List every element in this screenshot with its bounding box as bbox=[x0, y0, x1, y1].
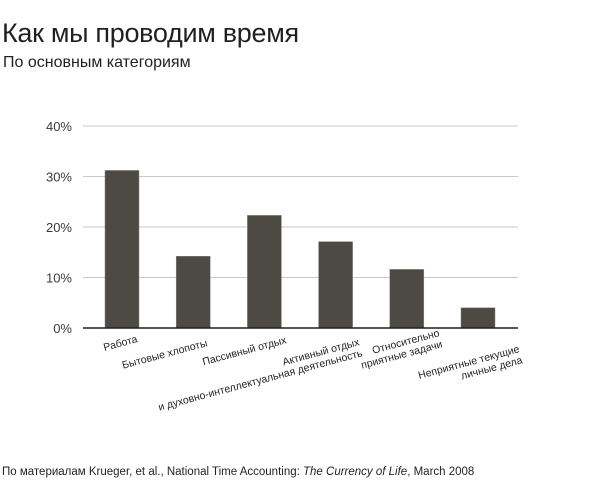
bar bbox=[104, 170, 140, 329]
bar bbox=[318, 241, 353, 329]
source-note: По материалам Krueger, et al., National … bbox=[2, 466, 474, 478]
bar bbox=[389, 269, 425, 329]
y-tick-label: 20% bbox=[46, 220, 72, 235]
x-tick-label: Работа bbox=[102, 333, 139, 354]
bar bbox=[460, 307, 496, 329]
y-tick-label: 40% bbox=[46, 119, 72, 134]
x-tick-label-line: Работа bbox=[102, 333, 139, 354]
x-tick-label-line: Пассивный отдых bbox=[201, 334, 288, 368]
chart-subtitle: По основным категориям bbox=[3, 54, 191, 71]
bar bbox=[247, 215, 282, 329]
source-suffix: , March 2008 bbox=[407, 466, 475, 478]
x-tick-label: Пассивный отдых bbox=[201, 334, 288, 368]
bar bbox=[175, 256, 211, 329]
source-title: The Currency of Life bbox=[303, 466, 408, 478]
y-tick-label: 30% bbox=[46, 170, 72, 185]
y-tick-label: 0% bbox=[53, 321, 72, 336]
y-tick-label: 10% bbox=[46, 271, 72, 286]
chart-title: Как мы проводим время bbox=[2, 18, 299, 48]
source-prefix: По материалам Krueger, et al., National … bbox=[2, 466, 304, 478]
x-tick-label-line: и духовно-интеллектуальная деятельность bbox=[157, 347, 364, 413]
